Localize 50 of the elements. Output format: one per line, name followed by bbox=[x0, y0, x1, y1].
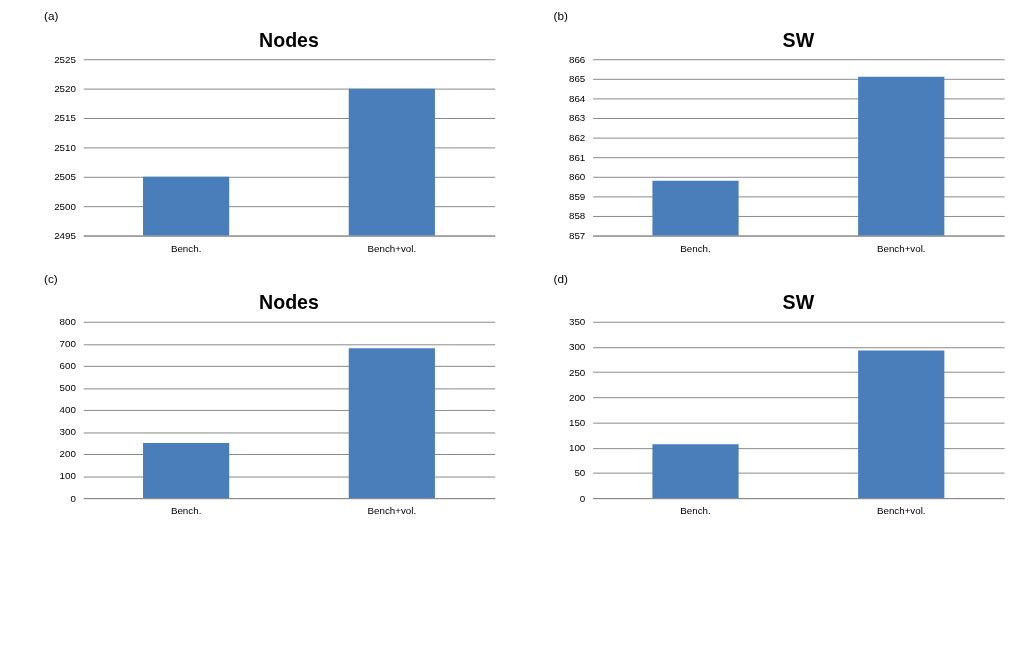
y-tick-label: 2505 bbox=[54, 171, 77, 183]
y-tick-label: 2520 bbox=[54, 83, 77, 95]
y-tick-label: 862 bbox=[568, 132, 586, 144]
y-tick-label: 300 bbox=[59, 426, 77, 438]
y-tick-label: 700 bbox=[59, 338, 77, 350]
y-tick-label: 800 bbox=[59, 316, 77, 328]
y-tick-label: 2515 bbox=[54, 112, 77, 124]
y-tick-label: 100 bbox=[59, 470, 77, 482]
y-tick-label: 866 bbox=[568, 53, 586, 65]
y-tick-label: 200 bbox=[59, 448, 77, 460]
chart-title: SW bbox=[782, 28, 815, 51]
y-tick-label: 200 bbox=[568, 391, 586, 403]
y-tick-label: 0 bbox=[579, 492, 586, 504]
y-tick-label: 50 bbox=[574, 467, 586, 479]
text: (c) bbox=[44, 271, 58, 285]
y-tick-label: 2495 bbox=[54, 230, 77, 241]
chart-title: SW bbox=[782, 291, 815, 314]
text: (b) bbox=[553, 9, 568, 23]
y-tick-label: 865 bbox=[568, 73, 586, 85]
y-tick-label: 864 bbox=[568, 92, 586, 104]
x-tick-label: Bench. bbox=[170, 242, 202, 254]
y-tick-label: 2500 bbox=[54, 200, 77, 212]
y-tick-label: 300 bbox=[568, 341, 586, 353]
x-tick-label: Bench. bbox=[680, 505, 711, 517]
y-tick-label: 350 bbox=[568, 316, 586, 328]
y-tick-label: 400 bbox=[59, 404, 77, 416]
x-tick-label: Bench+vol. bbox=[367, 505, 417, 517]
y-tick-label: 2510 bbox=[54, 141, 77, 153]
text: (d) bbox=[553, 271, 568, 285]
chart-title: Nodes bbox=[259, 291, 320, 314]
chart-title: Nodes bbox=[259, 28, 320, 51]
x-tick-label: Bench. bbox=[170, 505, 202, 517]
y-tick-label: 858 bbox=[568, 210, 586, 222]
x-tick-label: Bench+vol. bbox=[876, 505, 926, 517]
y-tick-label: 861 bbox=[568, 151, 586, 163]
y-tick-label: 859 bbox=[568, 190, 586, 202]
x-tick-label: Bench+vol. bbox=[367, 242, 417, 254]
x-tick-label: Bench+vol. bbox=[876, 242, 926, 254]
y-tick-label: 857 bbox=[568, 230, 586, 241]
y-tick-label: 600 bbox=[59, 360, 77, 372]
y-tick-label: 100 bbox=[568, 442, 586, 454]
x-tick-label: Bench. bbox=[680, 242, 711, 254]
y-tick-label: 863 bbox=[568, 112, 586, 124]
y-tick-label: 860 bbox=[568, 171, 586, 183]
y-tick-label: 2525 bbox=[54, 53, 77, 65]
text: (a) bbox=[44, 9, 59, 23]
y-tick-label: 0 bbox=[70, 492, 77, 504]
y-tick-label: 500 bbox=[59, 382, 77, 394]
y-tick-label: 150 bbox=[568, 416, 586, 428]
y-tick-label: 250 bbox=[568, 366, 586, 378]
